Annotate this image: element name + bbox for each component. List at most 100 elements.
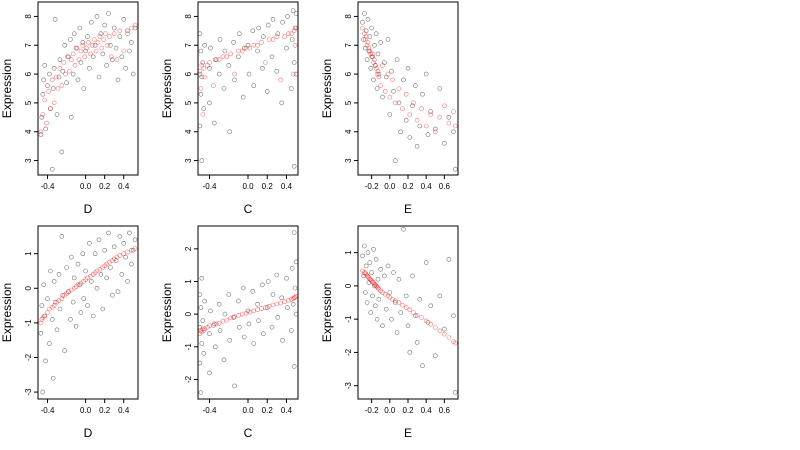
observed-point xyxy=(265,279,271,284)
y-axis-label: Expression xyxy=(0,283,14,342)
x-tick-label: 0.2 xyxy=(99,182,111,191)
x-tick-label: -0.2 xyxy=(365,182,379,191)
observed-point xyxy=(49,317,55,322)
observed-point xyxy=(417,296,423,302)
observed-point xyxy=(60,68,66,74)
fitted-point xyxy=(376,74,382,80)
x-tick-label: 0.6 xyxy=(439,182,451,191)
fitted-point xyxy=(38,320,44,326)
observed-point xyxy=(405,323,411,329)
fitted-point xyxy=(129,247,134,253)
fitted-point xyxy=(262,60,268,65)
observed-point xyxy=(256,318,261,324)
fitted-point xyxy=(288,31,294,37)
observed-point xyxy=(212,120,217,126)
observed-point xyxy=(260,282,265,288)
fitted-point xyxy=(107,34,112,39)
x-tick-label: 0.2 xyxy=(402,182,414,191)
y-tick-label: -2 xyxy=(344,348,353,356)
fitted-point xyxy=(452,123,458,129)
fitted-point xyxy=(95,40,101,45)
observed-point xyxy=(47,341,52,346)
observed-point xyxy=(385,37,391,42)
fitted-point xyxy=(216,320,222,326)
x-axis-label: E xyxy=(404,426,412,440)
x-tick-label: 0.2 xyxy=(99,406,111,415)
fitted-point xyxy=(93,48,99,54)
observed-point xyxy=(71,275,77,281)
observed-point xyxy=(80,251,86,256)
x-tick-label: -0.4 xyxy=(41,406,55,415)
observed-point xyxy=(392,300,398,305)
x-tick-label: 0.2 xyxy=(402,406,414,415)
fitted-point xyxy=(211,83,216,88)
fitted-point xyxy=(286,298,291,303)
observed-point xyxy=(221,86,227,91)
y-axis-label: Expression xyxy=(160,59,174,118)
fitted-point xyxy=(109,54,114,60)
observed-point xyxy=(374,86,380,91)
y-tick-label: 0 xyxy=(24,286,33,291)
observed-point xyxy=(217,328,223,333)
fitted-point xyxy=(46,89,51,94)
observed-point xyxy=(240,285,246,291)
fitted-point xyxy=(214,57,219,63)
x-tick-label: 0.2 xyxy=(262,182,274,191)
fitted-point xyxy=(88,51,93,57)
observed-point xyxy=(412,83,418,88)
y-tick-label: -2 xyxy=(184,375,193,383)
fitted-point xyxy=(121,48,126,54)
observed-point xyxy=(378,40,384,45)
fitted-point xyxy=(117,253,123,258)
observed-point xyxy=(452,389,458,395)
observed-point xyxy=(291,164,297,169)
fitted-point xyxy=(290,71,296,77)
x-axis-label: D xyxy=(84,202,93,216)
fitted-point xyxy=(228,51,233,57)
fitted-point xyxy=(414,117,420,123)
observed-point xyxy=(398,310,404,315)
observed-point xyxy=(378,266,384,272)
observed-point xyxy=(104,275,109,281)
observed-point xyxy=(70,299,76,305)
fitted-point xyxy=(45,310,50,315)
fitted-point xyxy=(259,40,264,45)
fitted-point xyxy=(224,317,230,323)
observed-point xyxy=(208,45,213,51)
observed-point xyxy=(391,89,396,94)
observed-point xyxy=(213,344,218,350)
y-tick-label: 4 xyxy=(344,129,353,134)
observed-point xyxy=(376,71,382,77)
observed-point xyxy=(231,40,236,45)
observed-point xyxy=(207,100,212,106)
x-tick-label: 0.4 xyxy=(281,182,293,191)
observed-point xyxy=(446,115,452,120)
plot-frame xyxy=(357,1,459,176)
observed-point xyxy=(127,230,132,236)
fitted-point xyxy=(61,60,67,65)
fitted-point xyxy=(372,57,377,63)
fitted-point xyxy=(419,315,424,320)
observed-point xyxy=(452,166,458,172)
fitted-point xyxy=(132,22,138,28)
observed-point xyxy=(92,42,98,48)
y-tick-label: -1 xyxy=(24,319,33,327)
fitted-point xyxy=(400,106,405,111)
fitted-point xyxy=(74,45,80,51)
fitted-point xyxy=(232,314,237,320)
observed-point xyxy=(363,263,369,269)
observed-point xyxy=(371,77,376,83)
observed-point xyxy=(290,8,296,13)
observed-point xyxy=(387,112,393,117)
fitted-point xyxy=(255,307,260,312)
observed-point xyxy=(437,293,443,299)
fitted-point xyxy=(270,302,276,308)
observed-point xyxy=(237,324,242,330)
observed-point xyxy=(425,132,431,137)
observed-point xyxy=(380,323,385,329)
observed-point xyxy=(405,66,411,71)
observed-point xyxy=(365,16,371,22)
observed-point xyxy=(222,48,228,54)
fitted-point xyxy=(451,109,456,114)
observed-point xyxy=(43,126,48,132)
